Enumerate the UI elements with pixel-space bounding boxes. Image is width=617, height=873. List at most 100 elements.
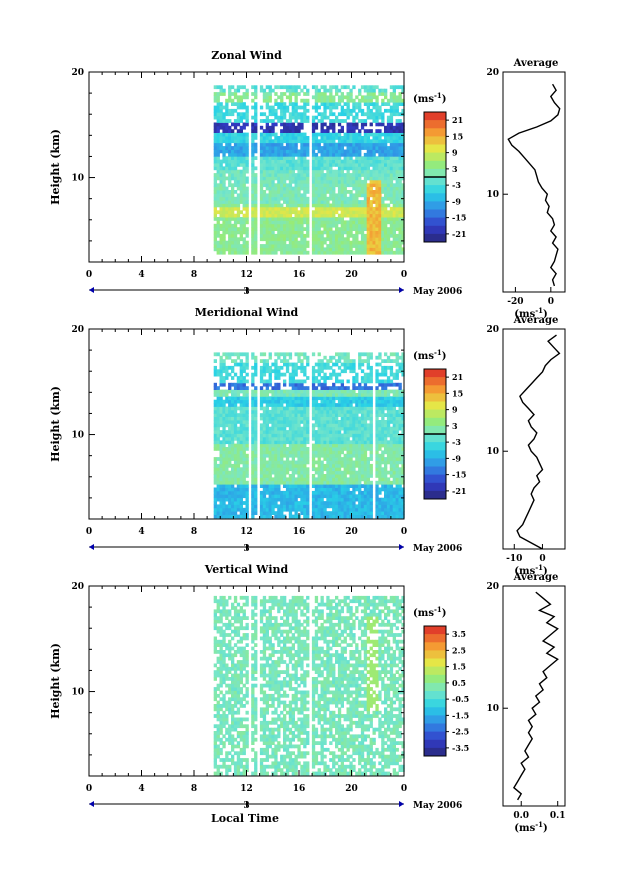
heatmap-cell [323,426,327,431]
heatmap-cell [363,88,368,93]
heatmap-cell [251,504,255,509]
heatmap-cell [355,244,359,248]
heatmap-cell [335,359,339,363]
heatmap-cell [340,507,344,512]
heatmap-cell [288,440,293,445]
heatmap-cell [369,88,373,93]
heatmap-cell [401,142,405,147]
heatmap-cell [291,416,295,421]
heatmap-cell [381,186,385,191]
heatmap-cell [236,183,241,188]
heatmap-cell [271,420,275,424]
heatmap-cell [366,196,370,201]
heatmap-cell [343,511,347,515]
heatmap-cell [352,223,356,228]
heatmap-cell [346,190,350,194]
heatmap-cell [381,142,385,147]
heatmap-cell [355,463,359,468]
heatmap-cell [363,203,368,208]
heatmap-cell [274,233,278,238]
heatmap-cell [277,146,281,150]
heatmap-cell [326,247,330,252]
heatmap-cell [300,163,304,167]
heatmap-cell [401,98,405,103]
heatmap-cell [340,426,344,431]
heatmap-cell [245,487,249,492]
heatmap-cell [216,467,220,472]
heatmap-cell [320,420,324,424]
heatmap-cell [294,440,298,445]
heatmap-cell [335,467,339,472]
heatmap-cell [346,463,350,468]
heatmap-cell [291,237,295,242]
heatmap-cell [277,156,281,160]
heatmap-cell [366,193,370,198]
heatmap-cell [363,122,368,127]
heatmap-cell [245,511,249,515]
heatmap-cell [392,173,396,177]
heatmap-cell [274,352,278,357]
heatmap-cell [280,230,284,235]
heatmap-cell [300,352,304,357]
heatmap-cell [398,132,402,137]
heatmap-cell [236,169,241,174]
heatmap-cell [222,223,226,228]
heatmap-cell [297,85,301,90]
heatmap-cell [314,440,319,445]
heatmap-cell [332,484,336,488]
heatmap-cell [323,467,327,472]
heatmap-cell [233,102,238,106]
heatmap-cell [326,152,330,157]
heatmap-cell [329,376,333,380]
heatmap-cell [297,484,301,488]
heatmap-cell [384,139,388,144]
heatmap-cell [262,193,267,198]
heatmap-cell [346,389,350,394]
heatmap-cell [251,467,255,472]
heatmap-cell [332,213,336,218]
heatmap-cell [262,247,267,252]
heatmap-cell [245,108,249,113]
heatmap-cell [285,460,290,465]
heatmap-cell [389,139,394,144]
heatmap-cell [219,487,223,492]
heatmap-cell [363,514,368,519]
heatmap-cell [268,119,272,123]
heatmap-cell [213,487,217,492]
heatmap-cell [219,203,223,208]
heatmap-cell [349,443,353,448]
heatmap-cell [288,159,293,164]
heatmap-cell [401,220,405,225]
heatmap-cell [369,173,373,177]
heatmap-cell [303,409,307,414]
heatmap-cell [355,406,359,411]
heatmap-cell [355,193,359,198]
heatmap-cell [398,233,402,238]
heatmap-cell [254,365,258,370]
heatmap-cell [245,112,249,117]
heatmap-cell [314,369,319,374]
heatmap-cell [386,230,391,235]
heatmap-cell [343,433,347,438]
heatmap-cell [213,440,217,445]
heatmap-cell [297,244,301,248]
heatmap-cell [222,416,226,421]
heatmap-cell [372,152,376,157]
heatmap-cell [228,504,232,509]
heatmap-cell [225,146,229,150]
heatmap-cell [291,409,295,414]
heatmap-cell [343,399,347,404]
heatmap-cell [283,233,287,238]
heatmap-cell [288,98,293,103]
heatmap-cell [239,389,243,394]
heatmap-cell [262,203,267,208]
heatmap-cell [352,125,356,130]
heatmap-cell [228,250,232,255]
heatmap-cell [239,193,243,198]
heatmap-cell [335,484,339,488]
heatmap-cell [219,146,223,150]
heatmap-cell [335,409,339,414]
heatmap-cell [285,223,290,228]
heatmap-cell [274,365,278,370]
heatmap-cell [291,477,295,482]
